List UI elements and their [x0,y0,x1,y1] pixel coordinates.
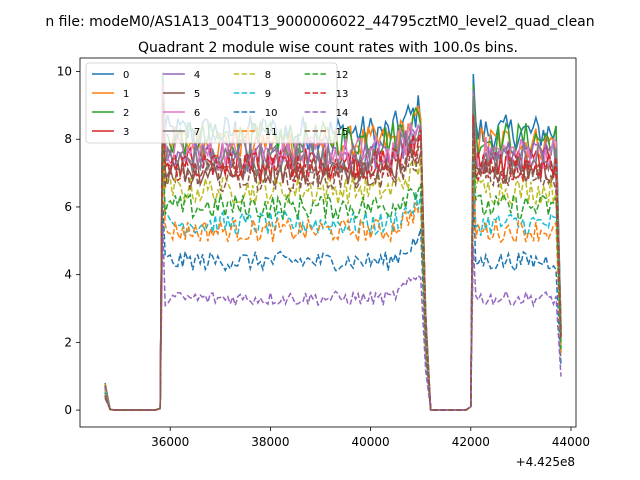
y-tick-label: 4 [64,268,72,282]
series-line-13 [104,102,562,411]
x-tick-label: 36000 [151,435,189,449]
y-tick-label: 8 [64,132,72,146]
y-tick-label: 0 [64,403,72,417]
legend-label-6: 6 [194,108,200,119]
x-offset-label: +4.425e8 [516,455,575,469]
chart-title: Quadrant 2 module wise count rates with … [138,40,518,56]
y-tick-label: 2 [64,335,72,349]
legend-label-4: 4 [194,70,200,81]
legend-label-11: 11 [265,127,278,138]
x-tick-label: 42000 [452,435,490,449]
legend-label-5: 5 [194,89,200,100]
legend-label-13: 13 [336,89,349,100]
legend-label-2: 2 [123,108,129,119]
series-line-7 [104,95,562,411]
suptitle: n file: modeM0/AS1A13_004T13_9000006022_… [45,14,594,30]
legend-label-3: 3 [123,127,129,138]
legend-label-10: 10 [265,108,278,119]
legend-label-1: 1 [123,89,129,100]
x-tick-label: 38000 [251,435,289,449]
axes-frame [79,57,577,428]
legend-label-15: 15 [336,127,349,138]
series-line-15 [104,104,562,411]
series-line-11 [104,159,562,411]
series-line-12 [104,133,562,411]
legend-label-0: 0 [123,70,129,81]
x-tick-label: 40000 [351,435,389,449]
legend-label-14: 14 [336,108,349,119]
legend-label-12: 12 [336,70,349,81]
series-line-9 [104,158,562,411]
legend-label-9: 9 [265,89,271,100]
x-tick-label: 44000 [552,435,590,449]
y-tick-label: 10 [57,65,72,79]
legend-label-8: 8 [265,70,271,81]
y-tick-label: 6 [64,200,72,214]
legend-label-7: 7 [194,127,200,138]
series-line-8 [104,134,562,411]
series-line-10 [104,194,562,411]
legend-box [85,62,338,144]
